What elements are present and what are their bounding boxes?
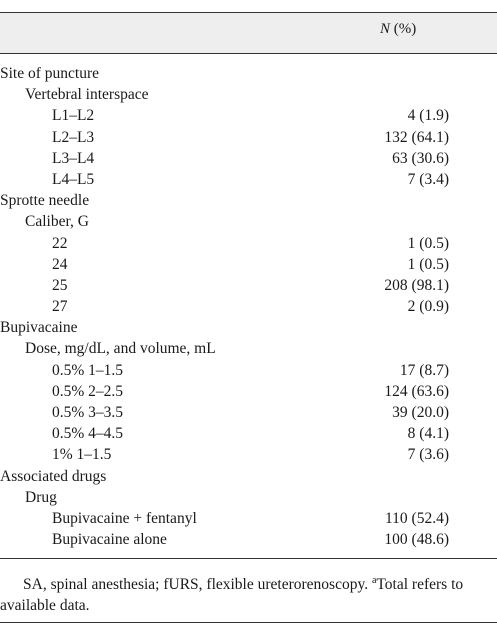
row-value: 100 (48.6) [384, 531, 449, 549]
table-header-band [0, 12, 497, 54]
table-row: L2–L3 132 (64.1) [0, 127, 497, 148]
table-row: Bupivacaine alone 100 (48.6) [0, 529, 497, 550]
table-subsection-row: Dose, mg/dL, and volume, mL [0, 338, 497, 359]
table-row: 1% 1–1.5 7 (3.6) [0, 444, 497, 465]
table-bottom-rule [0, 558, 497, 559]
table-subsection-row: Vertebral interspace [0, 84, 497, 105]
row-label: Site of puncture [0, 65, 100, 82]
row-value: 7 (3.4) [407, 170, 449, 188]
row-label: L2–L3 [52, 128, 95, 146]
row-value: 1 (0.5) [407, 234, 449, 252]
row-label: 0.5% 1–1.5 [52, 361, 124, 379]
table-subsection-row: Caliber, G [0, 211, 497, 232]
row-label: Bupivacaine + fentanyl [52, 509, 197, 527]
row-label: Sprotte needle [0, 192, 90, 210]
row-label: Bupivacaine [0, 319, 78, 337]
footnote-bottom-rule [0, 622, 497, 623]
table-row: 22 1 (0.5) [0, 233, 497, 254]
column-header-n-percent: N (%) [380, 21, 416, 38]
row-value: 63 (30.6) [392, 149, 449, 167]
row-label: 24 [52, 255, 68, 273]
row-label: L4–L5 [52, 170, 95, 188]
row-label: 0.5% 4–4.5 [52, 425, 124, 443]
table-body: Site of puncture Vertebral interspace L1–L… [0, 63, 497, 550]
row-value: 4 (1.9) [407, 107, 449, 125]
row-value: 2 (0.9) [407, 298, 449, 316]
table-row: 24 1 (0.5) [0, 254, 497, 275]
column-header-percent: (%) [390, 21, 417, 37]
table-row: L3–L4 63 (30.6) [0, 148, 497, 169]
footnote-marker: a [371, 575, 377, 586]
row-value: 132 (64.1) [384, 128, 449, 146]
row-label: Vertebral interspace [25, 86, 149, 104]
table-row: L1–L2 4 (1.9) [0, 105, 497, 126]
table-row: 0.5% 4–4.5 8 (4.1) [0, 423, 497, 444]
table-section-row: Sprotte needle [0, 190, 497, 211]
row-label: 1% 1–1.5 [52, 446, 112, 464]
row-label: 0.5% 2–2.5 [52, 382, 124, 400]
footnote-text-before: SA, spinal anesthesia; fURS, flexible ur… [23, 576, 372, 594]
table-row: 25 208 (98.1) [0, 275, 497, 296]
table-row: L4–L5 7 (3.4) [0, 169, 497, 190]
table-row: 27 2 (0.9) [0, 296, 497, 317]
row-label: 25 [52, 276, 68, 294]
row-label: Drug [25, 488, 57, 506]
row-label: L3–L4 [52, 149, 95, 167]
row-label: L1–L2 [52, 107, 95, 125]
table-row: 0.5% 3–3.5 39 (20.0) [0, 402, 497, 423]
row-value: 124 (63.6) [384, 382, 449, 400]
table-section-row: Bupivacaine [0, 317, 497, 338]
table-row: 0.5% 1–1.5 17 (8.7) [0, 360, 497, 381]
table-footnote: SA, spinal anesthesia; fURS, flexible ur… [0, 570, 497, 616]
table-row: Bupivacaine + fentanyl 110 (52.4) [0, 508, 497, 529]
row-value: 1 (0.5) [407, 255, 449, 273]
table-section-row: Site of puncture [0, 63, 497, 84]
row-value: 7 (3.6) [407, 446, 449, 464]
row-label: Bupivacaine alone [52, 531, 167, 549]
row-value: 208 (98.1) [384, 276, 449, 294]
row-value: 17 (8.7) [399, 361, 449, 379]
row-label: 22 [52, 234, 68, 252]
table-section-row: Associated drugs [0, 466, 497, 487]
column-header-n: N [380, 21, 391, 37]
row-value: 39 (20.0) [392, 404, 449, 421]
row-value: 8 (4.1) [407, 425, 449, 443]
table-subsection-row: Drug [0, 487, 497, 508]
table-row: 0.5% 2–2.5 124 (63.6) [0, 381, 497, 402]
row-label: Caliber, G [25, 213, 89, 231]
row-label: Dose, mg/dL, and volume, mL [25, 340, 216, 358]
row-value: 110 (52.4) [385, 509, 449, 527]
row-label: 0.5% 3–3.5 [52, 404, 124, 421]
footnote-text-after: Total refers to available data. [0, 576, 464, 615]
row-label: Associated drugs [0, 467, 107, 485]
row-label: 27 [52, 298, 68, 316]
